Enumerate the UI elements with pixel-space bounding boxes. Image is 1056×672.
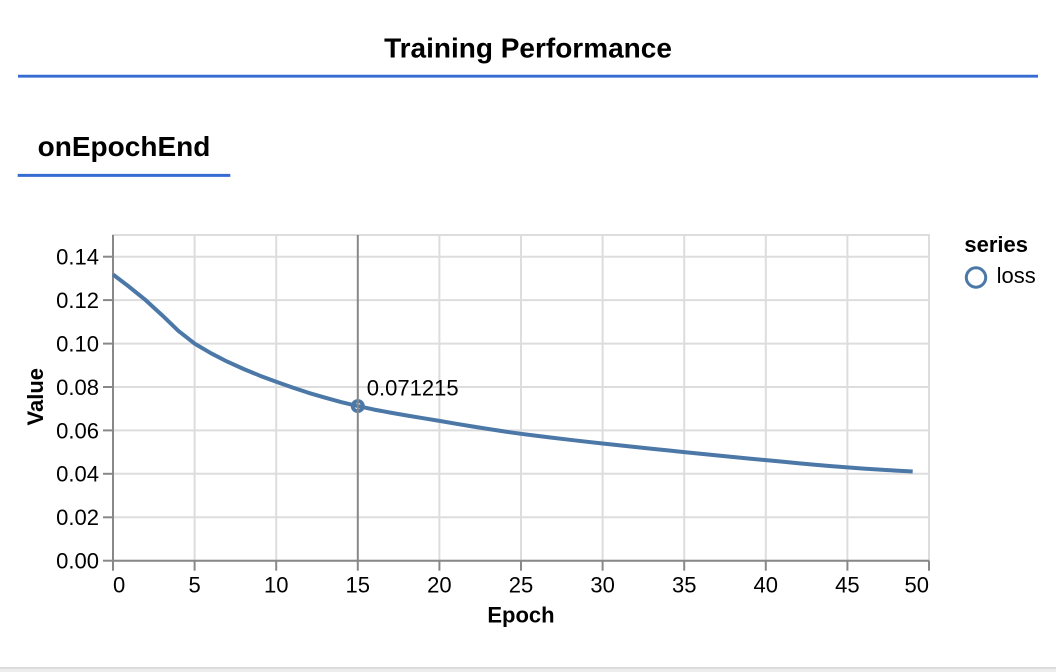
svg-text:5: 5 [188,573,200,598]
svg-text:0.14: 0.14 [56,245,99,270]
svg-text:50: 50 [905,573,929,598]
svg-text:25: 25 [509,573,533,598]
svg-text:40: 40 [754,573,778,598]
svg-text:0.08: 0.08 [56,375,99,400]
svg-text:0.071215: 0.071215 [367,375,459,400]
svg-text:30: 30 [590,573,614,598]
svg-text:0.02: 0.02 [56,505,99,530]
svg-text:15: 15 [346,573,370,598]
svg-text:Value: Value [23,368,48,425]
svg-text:0.00: 0.00 [56,549,99,574]
svg-text:0.12: 0.12 [56,288,99,313]
svg-text:series: series [964,232,1028,257]
svg-text:0.10: 0.10 [56,332,99,357]
svg-text:0.06: 0.06 [56,418,99,443]
svg-text:35: 35 [672,573,696,598]
svg-text:Epoch: Epoch [487,603,554,628]
svg-text:0.04: 0.04 [56,462,99,487]
svg-text:onEpochEnd: onEpochEnd [38,131,211,162]
svg-text:10: 10 [264,573,288,598]
svg-text:loss: loss [997,263,1036,288]
svg-text:20: 20 [427,573,451,598]
svg-text:0: 0 [113,573,125,598]
svg-text:Training Performance: Training Performance [384,33,672,64]
svg-text:45: 45 [835,573,859,598]
